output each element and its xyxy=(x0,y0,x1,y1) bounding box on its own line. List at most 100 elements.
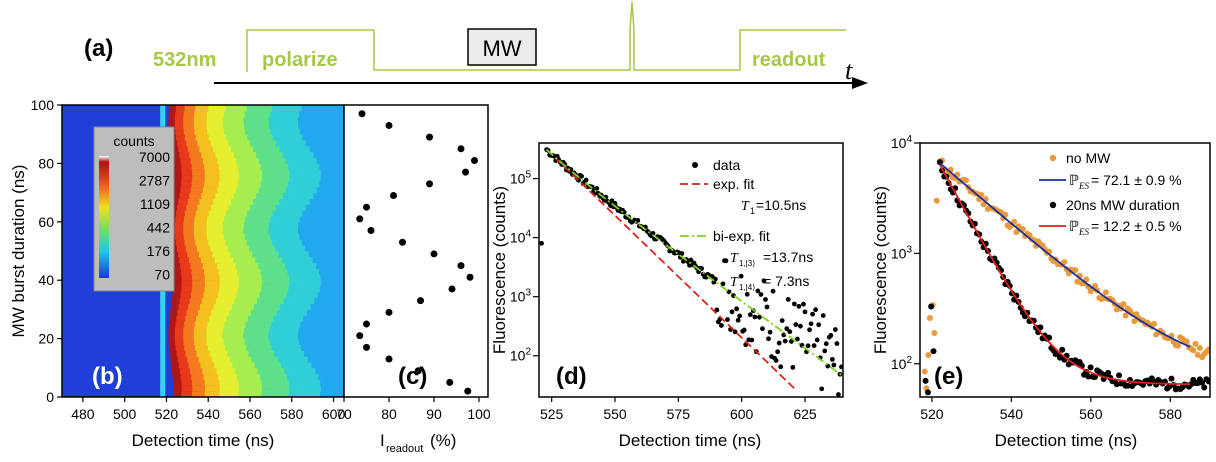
heatmap-cell xyxy=(319,180,344,188)
heatmap-cell xyxy=(188,361,207,369)
readout-point xyxy=(448,285,456,293)
mw-point xyxy=(924,389,931,396)
no-mw-point xyxy=(1183,338,1190,345)
heatmap-cell xyxy=(288,274,331,281)
y-tick-label: 105 xyxy=(510,170,532,187)
data-point xyxy=(834,341,840,346)
heatmap-cell xyxy=(289,175,331,182)
heatmap-cell xyxy=(269,221,299,229)
heatmap-cell xyxy=(238,280,273,287)
heatmap-cell xyxy=(203,157,226,164)
colorbar-gradient xyxy=(99,156,109,278)
x-tick-label: 550 xyxy=(603,406,627,422)
heatmap-cell xyxy=(160,356,166,363)
heatmap-cell xyxy=(177,356,192,363)
heatmap-cell xyxy=(269,338,300,345)
heatmap-cell xyxy=(287,180,329,188)
heatmap-cell xyxy=(285,157,326,164)
heatmap-cell xyxy=(212,251,236,258)
legend-biexp-param2-sub: 1,|4⟩ xyxy=(739,283,755,292)
data-point xyxy=(760,326,765,332)
heatmap-cell xyxy=(301,105,344,112)
heatmap-cell xyxy=(174,116,184,124)
heatmap-cell xyxy=(194,338,208,345)
heatmap-cell xyxy=(316,157,344,164)
heatmap-cell xyxy=(176,134,187,141)
data-point xyxy=(833,327,838,332)
heatmap-cell xyxy=(189,151,209,159)
heatmap-cell xyxy=(318,268,344,275)
laser-label: 532nm xyxy=(153,49,216,71)
heatmap-cell xyxy=(165,338,169,345)
heatmap-cell xyxy=(185,315,199,322)
data-point xyxy=(793,322,799,327)
data-point xyxy=(729,309,735,315)
heatmap-cell xyxy=(320,391,344,398)
heatmap-cell xyxy=(309,145,344,153)
heatmap-cell xyxy=(233,151,264,159)
data-point xyxy=(763,297,768,302)
heatmap-cell xyxy=(169,315,179,322)
heatmap-cell xyxy=(171,192,187,199)
heatmap-cell xyxy=(165,367,169,375)
heatmap-cell xyxy=(195,105,210,112)
heatmap-cell xyxy=(209,350,230,357)
heatmap-cell xyxy=(308,251,344,258)
heatmap-cell xyxy=(319,163,344,170)
heatmap-cell xyxy=(204,391,230,398)
heatmap-cell xyxy=(270,128,301,135)
heatmap-cell xyxy=(188,303,206,310)
heatmap-cell xyxy=(193,326,207,334)
heatmap-cell xyxy=(168,116,175,124)
heatmap-cell xyxy=(170,251,183,258)
heatmap-cell xyxy=(192,379,215,386)
panel-e-frame xyxy=(919,142,1211,398)
heatmap-cell xyxy=(204,280,231,287)
heatmap-cell xyxy=(206,227,223,234)
heatmap-cell xyxy=(228,140,254,147)
legend-exp-value: =10.5ns xyxy=(756,197,806,213)
heatmap-cell xyxy=(233,192,264,199)
heatmap-cell xyxy=(310,303,344,310)
heatmap-cell xyxy=(168,122,175,129)
heatmap-cell xyxy=(222,227,244,234)
panel-e-label: (e) xyxy=(934,363,963,390)
heatmap-cell xyxy=(210,245,231,252)
heatmap-cell xyxy=(165,350,169,357)
legend-exp-label: exp. fit xyxy=(713,176,754,192)
heatmap-cell xyxy=(177,140,190,147)
heatmap-cell xyxy=(203,373,228,380)
heatmap-cell xyxy=(228,309,255,316)
x-tick-label: 575 xyxy=(667,406,691,422)
panel-e-plot-area xyxy=(921,157,1210,396)
mw-label: MW xyxy=(482,36,521,61)
heatmap-cell xyxy=(207,215,225,223)
heatmap-cell xyxy=(216,262,244,270)
heatmap-cell xyxy=(217,291,246,299)
heatmap-cell xyxy=(253,145,285,153)
time-axis-label: t xyxy=(845,56,853,85)
heatmap-cell xyxy=(179,192,197,199)
heatmap-cell xyxy=(245,128,272,135)
panel-d-label: (d) xyxy=(556,363,587,390)
legend-mw-fit-value: = 12.2 ± 0.5 % xyxy=(1091,218,1182,234)
heatmap-cell xyxy=(160,105,166,112)
heatmap-cell xyxy=(246,105,274,112)
heatmap-cell xyxy=(183,110,195,118)
heatmap-cell xyxy=(191,163,214,170)
data-point xyxy=(787,329,793,335)
no-mw-point xyxy=(1120,301,1127,308)
heatmap-cell xyxy=(191,180,214,188)
heatmap-cell xyxy=(219,274,249,281)
data-point xyxy=(761,278,767,284)
legend-biexp-param1-sub: 1,|3⟩ xyxy=(739,259,755,268)
heatmap-cell xyxy=(160,116,166,124)
heatmap-cell xyxy=(165,344,169,351)
heatmap-cell xyxy=(234,297,265,305)
heatmap-cell xyxy=(247,134,275,141)
heatmap-cell xyxy=(174,332,184,340)
heatmap-cell xyxy=(174,221,184,229)
readout-point xyxy=(471,156,478,164)
heatmap-cell xyxy=(183,233,195,240)
data-point xyxy=(767,329,773,335)
